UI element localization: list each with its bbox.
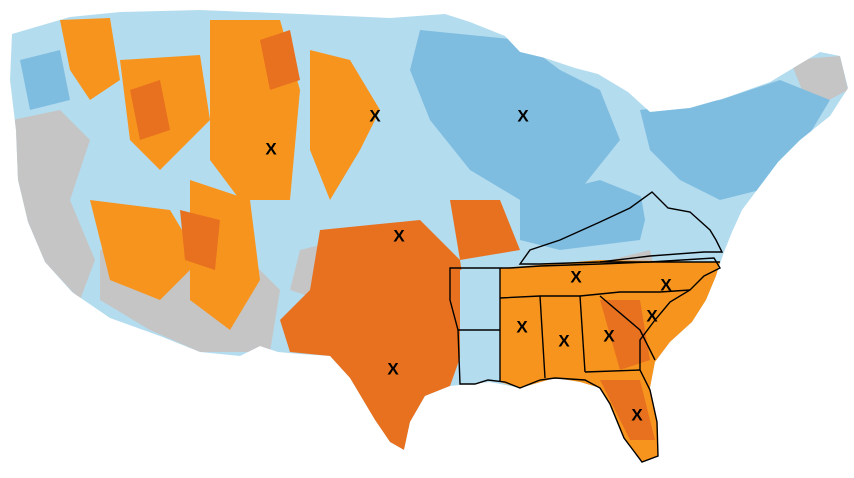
x-marker-michigan: X	[517, 106, 529, 125]
light-blue-region-lower-mississippi	[460, 268, 500, 384]
x-marker-texas: X	[387, 359, 399, 378]
x-marker-dakotas: X	[369, 106, 381, 125]
dark-orange-region-georgia	[600, 300, 650, 370]
state-borders	[449, 191, 724, 463]
x-marker-mississippi: X	[516, 317, 528, 336]
dark-orange-region-arkansas-north	[450, 200, 520, 260]
x-marker-kansas: X	[393, 226, 405, 245]
blue-region-northeast	[640, 80, 830, 200]
x-marker-north-carolina: X	[660, 275, 672, 294]
x-marker-tennessee: X	[570, 267, 582, 286]
dark-orange-region-montana-east	[260, 30, 300, 90]
x-marker-georgia: X	[603, 326, 615, 345]
gray-region-west-coast	[12, 110, 95, 300]
border-ms-al	[539, 295, 546, 379]
orange-region-dakotas	[310, 50, 380, 200]
gray-region-maine	[790, 56, 848, 110]
x-marker-montana: X	[265, 139, 277, 158]
border-tn-south	[499, 289, 691, 299]
blue-region-upper-midwest	[410, 30, 620, 200]
dark-orange-region-utah	[180, 210, 220, 270]
x-marker-alabama: X	[558, 331, 570, 350]
x-marker-south-carolina: X	[646, 306, 658, 325]
border-ga-fl	[584, 369, 641, 373]
border-kentucky-wv-va	[518, 191, 724, 265]
x-marker-florida: X	[631, 405, 643, 424]
dark-orange-region-idaho-south	[130, 80, 170, 140]
blue-region-northwest	[20, 50, 70, 110]
border-ga-sc	[599, 295, 656, 361]
orange-region-idaho	[60, 18, 120, 100]
dark-orange-region-florida	[600, 380, 655, 440]
orange-region-nevada	[90, 200, 200, 300]
orange-region-southeast	[500, 260, 720, 462]
light-blue-region-appalachia	[640, 190, 690, 250]
border-southeast-outline	[449, 257, 721, 463]
blue-region-ohio-valley	[520, 180, 650, 250]
dark-orange-region-texas	[280, 220, 470, 450]
border-al-ga	[579, 295, 586, 373]
